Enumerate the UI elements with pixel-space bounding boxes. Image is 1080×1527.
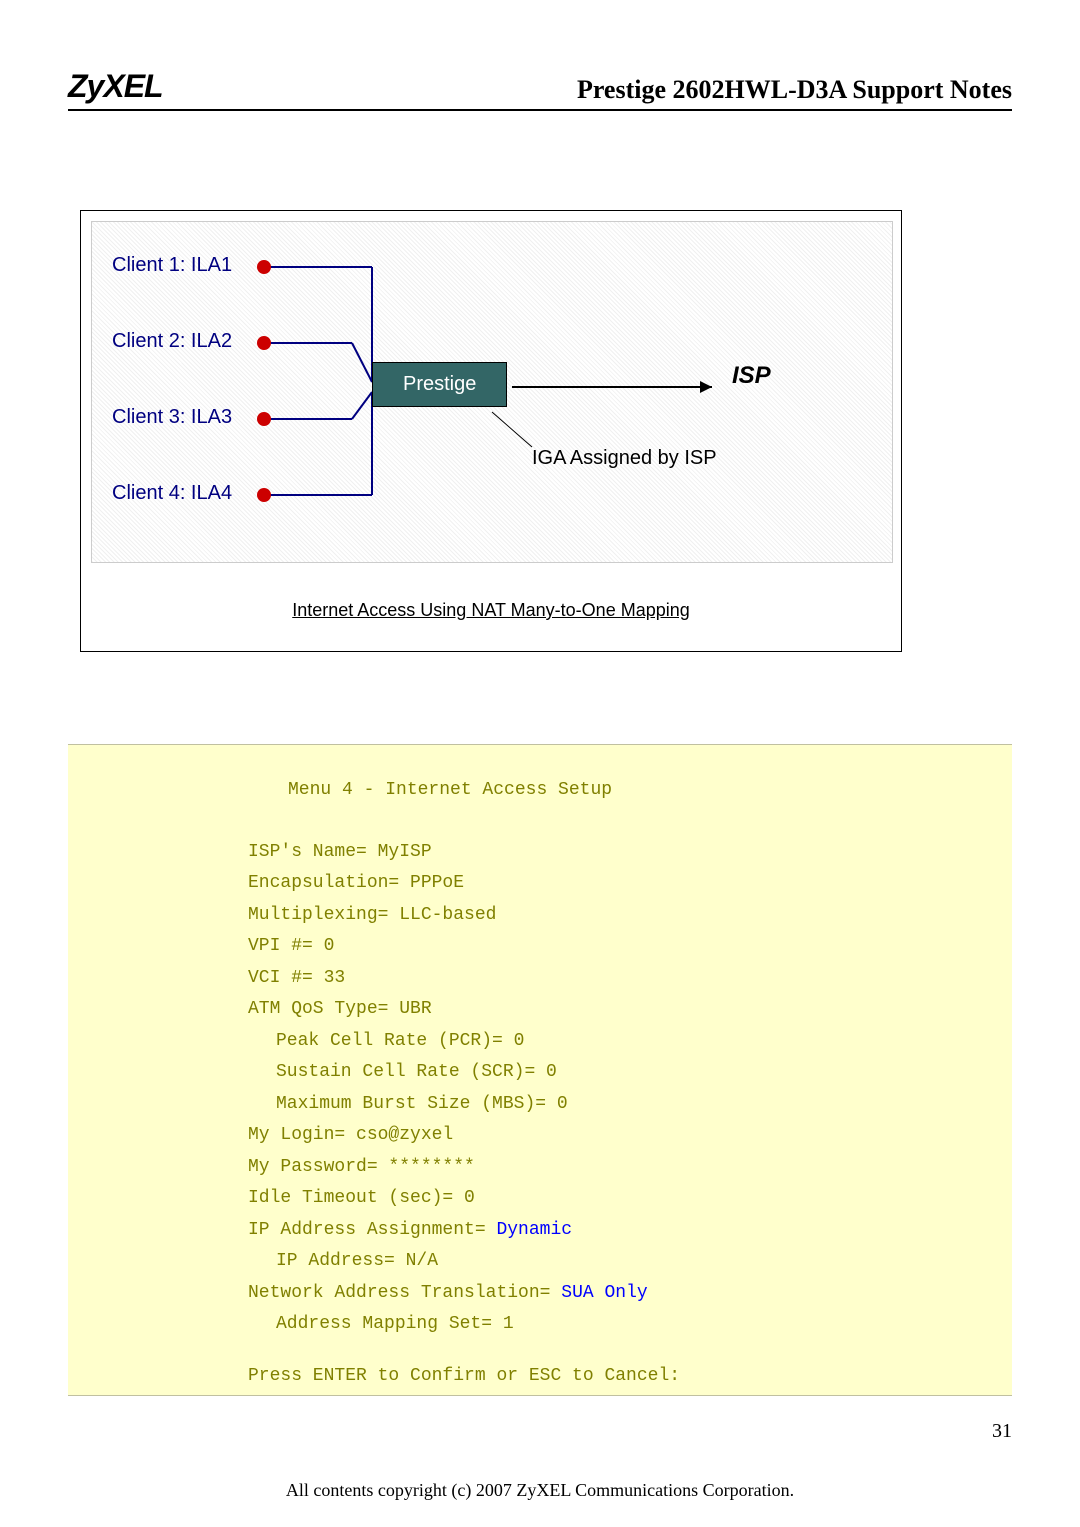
copyright: All contents copyright (c) 2007 ZyXEL Co…	[0, 1480, 1080, 1501]
terminal-line: VCI #= 33	[248, 963, 992, 995]
terminal-line: My Login= cso@zyxel	[248, 1120, 992, 1152]
terminal-line: My Password= ********	[248, 1152, 992, 1184]
terminal-line: IP Address Assignment= Dynamic	[248, 1215, 992, 1247]
page-header: ZyXEL Prestige 2602HWL-D3A Support Notes	[68, 68, 1012, 111]
terminal-line: Address Mapping Set= 1	[276, 1309, 992, 1341]
client-dot	[257, 336, 271, 350]
client-label: Client 1: ILA1	[112, 254, 232, 277]
header-title: Prestige 2602HWL-D3A Support Notes	[577, 75, 1012, 105]
terminal-line: Peak Cell Rate (PCR)= 0	[276, 1026, 992, 1058]
client-label: Client 2: ILA2	[112, 330, 232, 353]
terminal-line: ISP's Name= MyISP	[248, 837, 992, 869]
client-dot	[257, 260, 271, 274]
client-label: Client 3: ILA3	[112, 406, 232, 429]
terminal-line: Maximum Burst Size (MBS)= 0	[276, 1089, 992, 1121]
prestige-label: Prestige	[403, 373, 476, 395]
diagram-caption: Internet Access Using NAT Many-to-One Ma…	[81, 600, 901, 621]
terminal-box: Menu 4 - Internet Access Setup ISP's Nam…	[68, 744, 1012, 1396]
terminal-line: ATM QoS Type= UBR	[248, 994, 992, 1026]
terminal-line: Network Address Translation= SUA Only	[248, 1278, 992, 1310]
client-label: Client 4: ILA4	[112, 482, 232, 505]
terminal-line: Encapsulation= PPPoE	[248, 868, 992, 900]
prestige-box: Prestige	[372, 362, 507, 407]
terminal-line: VPI #= 0	[248, 931, 992, 963]
logo: ZyXEL	[68, 68, 163, 105]
terminal-line: IP Address= N/A	[276, 1246, 992, 1278]
terminal-line: Idle Timeout (sec)= 0	[248, 1183, 992, 1215]
page-number: 31	[992, 1420, 1012, 1443]
iga-label: IGA Assigned by ISP	[532, 447, 717, 470]
client-dot	[257, 412, 271, 426]
terminal-line: Multiplexing= LLC-based	[248, 900, 992, 932]
terminal-footer-line: Press ENTER to Confirm or ESC to Cancel:	[248, 1361, 992, 1393]
terminal-title: Menu 4 - Internet Access Setup	[288, 775, 992, 807]
diagram-area: Client 1: ILA1 Client 2: ILA2 Client 3: IL…	[91, 221, 893, 563]
diagram-box: Client 1: ILA1 Client 2: ILA2 Client 3: IL…	[80, 210, 902, 652]
client-dot	[257, 488, 271, 502]
isp-label: ISP	[732, 362, 771, 390]
terminal-line: Sustain Cell Rate (SCR)= 0	[276, 1057, 992, 1089]
